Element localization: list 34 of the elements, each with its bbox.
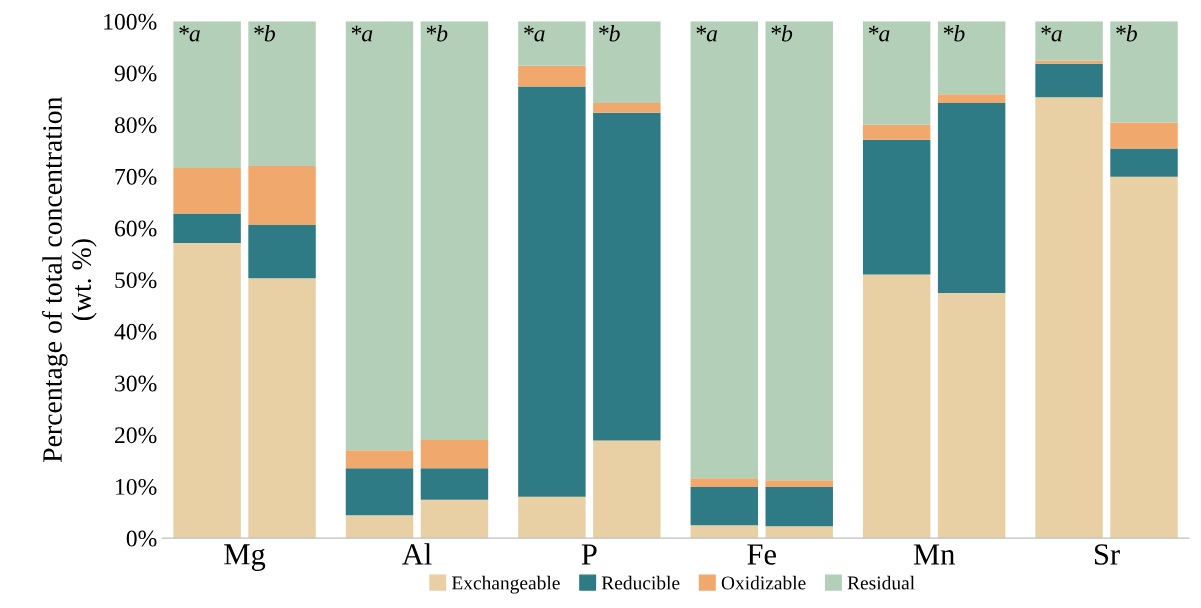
annotation: *a <box>696 25 718 42</box>
y-tick-label: 50% <box>115 272 157 289</box>
y-tick-label: 80% <box>114 117 157 134</box>
annotation: *a <box>351 25 373 42</box>
y-tick-label: 30% <box>115 375 157 392</box>
text: Mn <box>913 544 955 565</box>
legend-label: Oxidizable <box>721 575 806 590</box>
annotation: *b <box>771 24 793 42</box>
y-tick-label: 10% <box>116 478 157 495</box>
y-axis-title: Percentage of total concentration (wt. %) <box>42 96 97 463</box>
y-tick-label: 0% <box>126 530 157 547</box>
annotation: *b <box>254 24 275 42</box>
annotation: *b <box>943 24 965 42</box>
text: Mg <box>224 544 266 571</box>
text: P <box>581 544 597 565</box>
text: Fe <box>747 544 776 565</box>
annotation: *a <box>868 25 890 42</box>
y-tick-label: 60% <box>115 220 157 237</box>
y-tick-label: 90% <box>114 65 157 82</box>
annotation: *a <box>524 25 545 42</box>
y-tick-label: 100% <box>104 13 157 30</box>
text: Al <box>402 543 432 565</box>
annotation: *b <box>599 24 620 42</box>
annotation: *a <box>1041 25 1062 42</box>
y-tick-label: 70% <box>115 168 157 185</box>
y-tick-label: 20% <box>115 427 157 444</box>
annotation: *b <box>426 24 448 42</box>
legend-label: Reducible <box>601 575 680 590</box>
annotation: *a <box>179 25 200 42</box>
y-tick-label: 40% <box>114 323 157 340</box>
text: Sr <box>1095 544 1120 565</box>
legend-label: Residual <box>847 575 915 590</box>
annotation: *b <box>1116 24 1137 42</box>
legend-label: Exchangeable <box>451 575 560 594</box>
